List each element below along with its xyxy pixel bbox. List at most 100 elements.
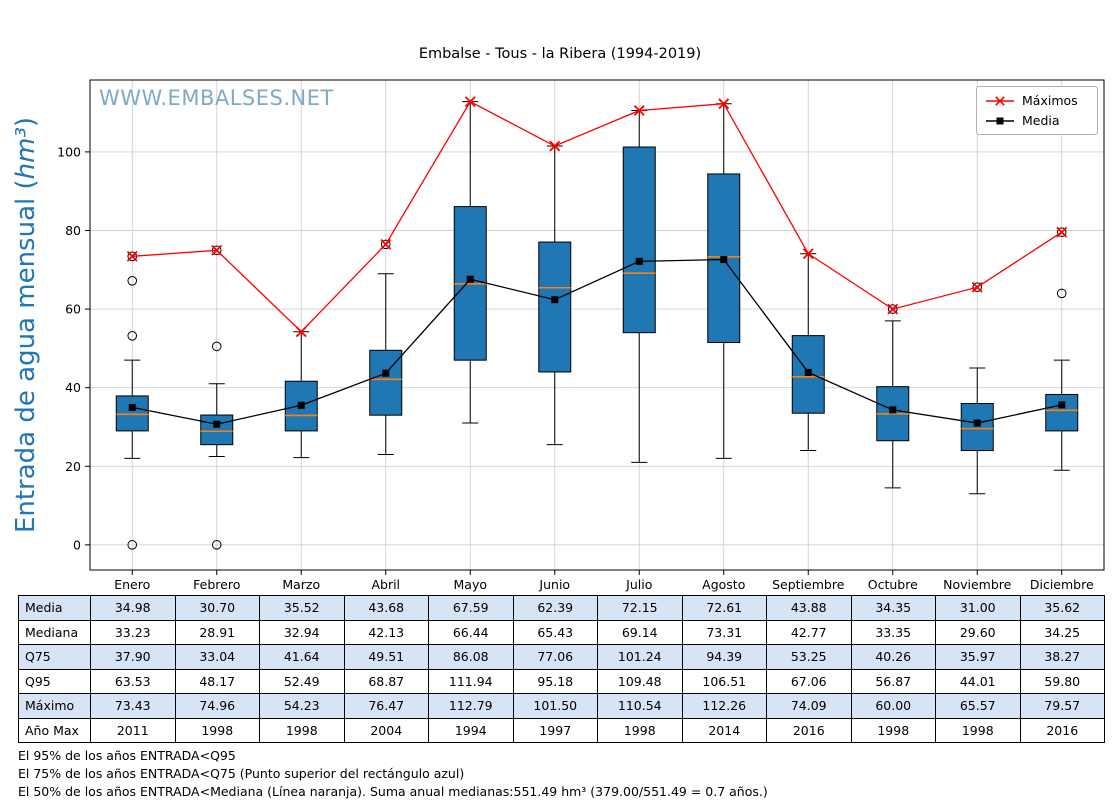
table-cell: 35.52 <box>259 595 345 621</box>
media-marker <box>720 256 728 264</box>
table-row-label: Mediana <box>18 619 91 645</box>
table-cell: 63.53 <box>90 668 176 694</box>
table-cell: 2016 <box>766 717 852 743</box>
table-cell: 29.60 <box>935 619 1021 645</box>
y-tick-label: 0 <box>73 537 81 552</box>
table-cell: 79.57 <box>1019 693 1105 719</box>
table-cell: 86.08 <box>428 644 514 670</box>
media-marker <box>382 369 390 377</box>
table-row-label: Media <box>18 595 91 621</box>
media-marker <box>804 368 812 376</box>
table-cell: 101.50 <box>512 693 598 719</box>
table-cell: 42.77 <box>766 619 852 645</box>
stats-table-row: Q75 37.90 33.04 41.64 49.51 86.08 77.06 101.24 9… <box>18 644 1105 670</box>
stats-table-row: Media 34.98 30.70 35.52 43.68 67.59 62.39 72.15… <box>18 595 1105 621</box>
chart-title: Embalse - Tous - la Ribera (1994-2019) <box>418 46 702 62</box>
table-cell: 43.88 <box>766 595 852 621</box>
x-tick-label: Mayo <box>454 577 488 592</box>
table-cell: 34.35 <box>850 595 936 621</box>
table-cell: 65.43 <box>512 619 598 645</box>
table-cell: 49.51 <box>343 644 429 670</box>
table-cell: 109.48 <box>597 668 683 694</box>
media-marker <box>1058 401 1066 409</box>
table-cell: 28.91 <box>174 619 260 645</box>
y-tick-label: 100 <box>57 144 81 159</box>
box <box>538 241 572 373</box>
stats-table: Media 34.98 30.70 35.52 43.68 67.59 62.39 72.15… <box>18 595 1105 743</box>
table-cell: 37.90 <box>90 644 176 670</box>
outlier-circle <box>380 239 391 250</box>
table-cell: 65.57 <box>935 693 1021 719</box>
table-cell: 74.09 <box>766 693 852 719</box>
media-marker <box>213 420 221 428</box>
table-cell: 101.24 <box>597 644 683 670</box>
chart-svg: 0 20 40 60 80 100 Enero Febrero Marzo Abril Mayo Ju… <box>57 79 1105 592</box>
media-marker <box>466 275 474 283</box>
plot-frame <box>89 79 1105 571</box>
maximos-marker <box>295 326 307 338</box>
outlier-circle <box>211 341 222 352</box>
legend-label-media: Media <box>1022 113 1060 128</box>
table-cell: 30.70 <box>174 595 260 621</box>
stats-table-body: Media 34.98 30.70 35.52 43.68 67.59 62.39 72.15… <box>18 595 1105 743</box>
outlier-circle <box>1056 288 1067 299</box>
outlier-circle <box>1056 227 1067 237</box>
table-cell: 62.39 <box>512 595 598 621</box>
table-cell: 59.80 <box>1019 668 1105 694</box>
maximos-marker <box>971 281 983 293</box>
y-axis-label-suffix: ) <box>11 116 41 128</box>
stats-table-row: Mediana 33.23 28.91 32.94 42.13 66.44 65.43 69.… <box>18 619 1105 645</box>
maximos-marker <box>464 96 476 108</box>
table-cell: 76.47 <box>343 693 429 719</box>
table-cell: 35.97 <box>935 644 1021 670</box>
y-tick-label: 80 <box>65 223 81 238</box>
table-cell: 1998 <box>597 717 683 743</box>
maximos-marker <box>802 248 814 260</box>
table-cell: 111.94 <box>428 668 514 694</box>
table-cell: 72.61 <box>681 595 767 621</box>
table-cell: 1998 <box>850 717 936 743</box>
maximos-line <box>132 100 1063 333</box>
maximos-marker <box>211 244 223 256</box>
media-marker <box>551 296 559 304</box>
table-cell: 67.06 <box>766 668 852 694</box>
table-cell: 1998 <box>259 717 345 743</box>
x-tick-label: Abril <box>371 577 400 592</box>
table-cell: 52.49 <box>259 668 345 694</box>
table-cell: 44.01 <box>935 668 1021 694</box>
footnote: El 50% de los años ENTRADA<Mediana (Líne… <box>18 784 768 799</box>
stats-table-row: Año Max 2011 1998 1998 2004 1994 1997 1998 2014 2… <box>18 717 1105 743</box>
box <box>1045 393 1079 432</box>
table-row-label: Máximo <box>18 693 91 719</box>
y-tick-label: 40 <box>65 380 81 395</box>
table-cell: 77.06 <box>512 644 598 670</box>
table-cell: 95.18 <box>512 668 598 694</box>
table-cell: 68.87 <box>343 668 429 694</box>
x-tick-label: Marzo <box>282 577 320 592</box>
table-cell: 2016 <box>1019 717 1105 743</box>
table-cell: 2011 <box>90 717 176 743</box>
table-cell: 31.00 <box>935 595 1021 621</box>
maximos-marker <box>718 98 730 110</box>
media-marker <box>297 401 305 409</box>
watermark: WWW.EMBALSES.NET <box>99 86 334 110</box>
table-cell: 40.26 <box>850 644 936 670</box>
table-cell: 33.04 <box>174 644 260 670</box>
table-cell: 42.13 <box>343 619 429 645</box>
box <box>115 395 149 432</box>
table-cell: 73.43 <box>90 693 176 719</box>
table-cell: 73.31 <box>681 619 767 645</box>
maximos-line-marker-icon <box>986 95 1014 106</box>
outlier-circle <box>972 282 983 292</box>
x-tick-label: Agosto <box>702 577 745 592</box>
x-tick-label: Octubre <box>868 577 918 592</box>
footnote: El 75% de los años ENTRADA<Q75 (Punto su… <box>18 766 465 781</box>
maximos-marker <box>549 140 561 152</box>
table-cell: 54.23 <box>259 693 345 719</box>
table-cell: 72.15 <box>597 595 683 621</box>
table-cell: 94.39 <box>681 644 767 670</box>
y-tick-label: 20 <box>65 459 81 474</box>
legend-label-maximos: Máximos <box>1022 93 1078 108</box>
x-tick-label: Enero <box>114 577 150 592</box>
